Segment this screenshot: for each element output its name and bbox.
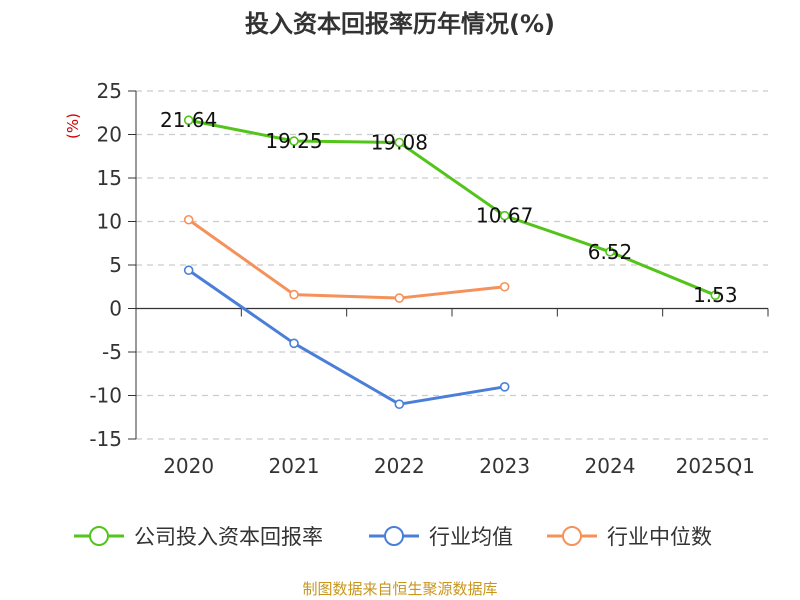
data-label: 10.67 [476,204,533,228]
x-tick-label: 2025Q1 [676,454,755,478]
data-point [499,281,510,292]
series-line [188,118,716,297]
data-label: 19.25 [265,129,322,153]
y-tick-label: 15 [97,166,122,190]
data-point [394,137,405,148]
data-point [289,136,299,146]
data-label: 1.53 [693,283,738,307]
x-tick-label: 2024 [585,454,636,478]
legend-label: 公司投入资本回报率 [134,525,323,549]
legend-marker [89,526,109,546]
data-label: 21.64 [160,108,217,132]
y-tick-label: 20 [97,123,122,147]
data-point [183,115,194,126]
data-point [183,265,194,276]
data-point [183,214,194,225]
x-tick-label: 2022 [374,454,425,478]
data-point [289,338,299,349]
x-tick-label: 2020 [163,454,214,478]
data-point [605,246,615,257]
legend-marker [562,526,582,546]
data-label: 6.52 [588,240,633,264]
data-point [710,290,721,300]
y-tick-label: 10 [97,210,122,234]
series-line [187,218,505,300]
y-unit-label: (%) [64,113,82,139]
y-tick-label: -15 [89,427,122,451]
x-tick-label: 2023 [479,454,530,478]
data-point [289,289,299,300]
legend-label: 行业中位数 [607,525,712,549]
data-label: 19.08 [371,131,428,155]
y-tick-label: -5 [102,340,122,364]
legend-label: 行业均值 [429,525,513,549]
y-tick-label: 0 [109,297,122,321]
source-footer: 制图数据来自恒生聚源数据库 [302,580,498,598]
y-tick-label: 25 [97,79,122,103]
data-point [499,381,510,392]
y-tick-label: 5 [109,253,122,277]
series-line [187,268,505,406]
legend-marker [384,526,404,546]
y-tick-label: -10 [89,384,122,408]
data-point [394,293,405,303]
data-point [499,210,510,221]
data-point [394,399,405,410]
chart-title: 投入资本回报率历年情况(%) [245,10,555,38]
x-tick-label: 2021 [269,454,320,478]
